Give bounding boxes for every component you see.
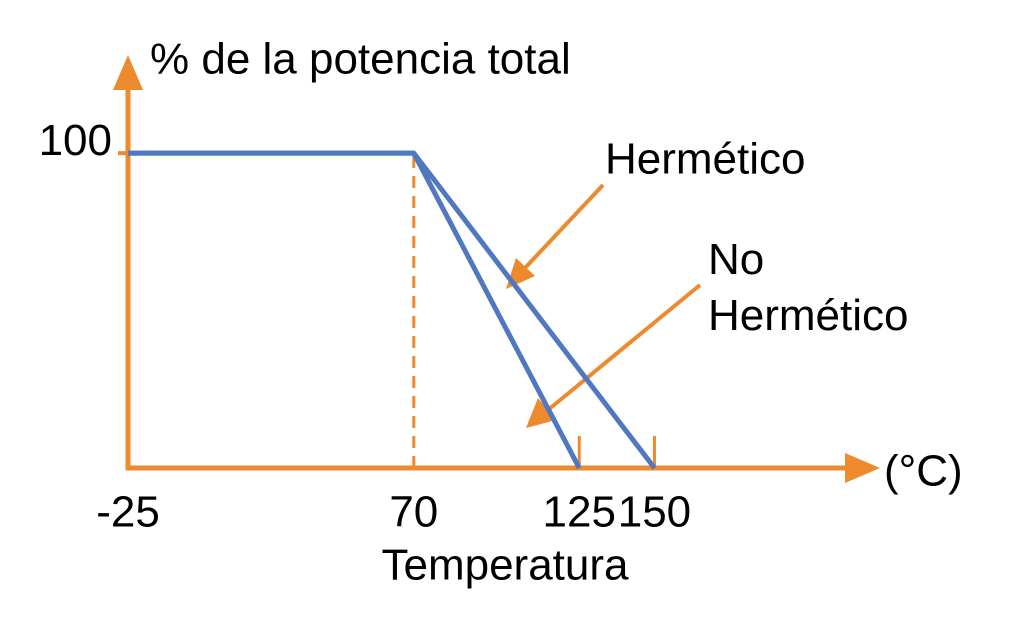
annotation-label: Hermético <box>605 135 806 184</box>
x-tick-label: 150 <box>618 488 691 537</box>
annotation-arrow <box>546 283 702 412</box>
y-axis-arrow <box>113 55 143 90</box>
series-line <box>128 150 657 470</box>
annotation-arrowhead <box>526 398 556 428</box>
x-axis-label: Temperatura <box>381 541 629 590</box>
x-tick-label: 70 <box>389 488 438 537</box>
series-line <box>128 150 582 470</box>
y-axis-label: % de la potencia total <box>150 35 571 84</box>
annotation-label: No Hermético <box>708 235 909 340</box>
annotation-arrow <box>523 183 605 270</box>
x-axis-unit: (°C) <box>884 447 963 496</box>
x-tick-label: 125 <box>543 488 616 537</box>
x-tick-label: -25 <box>96 488 160 537</box>
y-tick-label: 100 <box>39 116 112 165</box>
x-axis-arrow <box>845 453 880 483</box>
